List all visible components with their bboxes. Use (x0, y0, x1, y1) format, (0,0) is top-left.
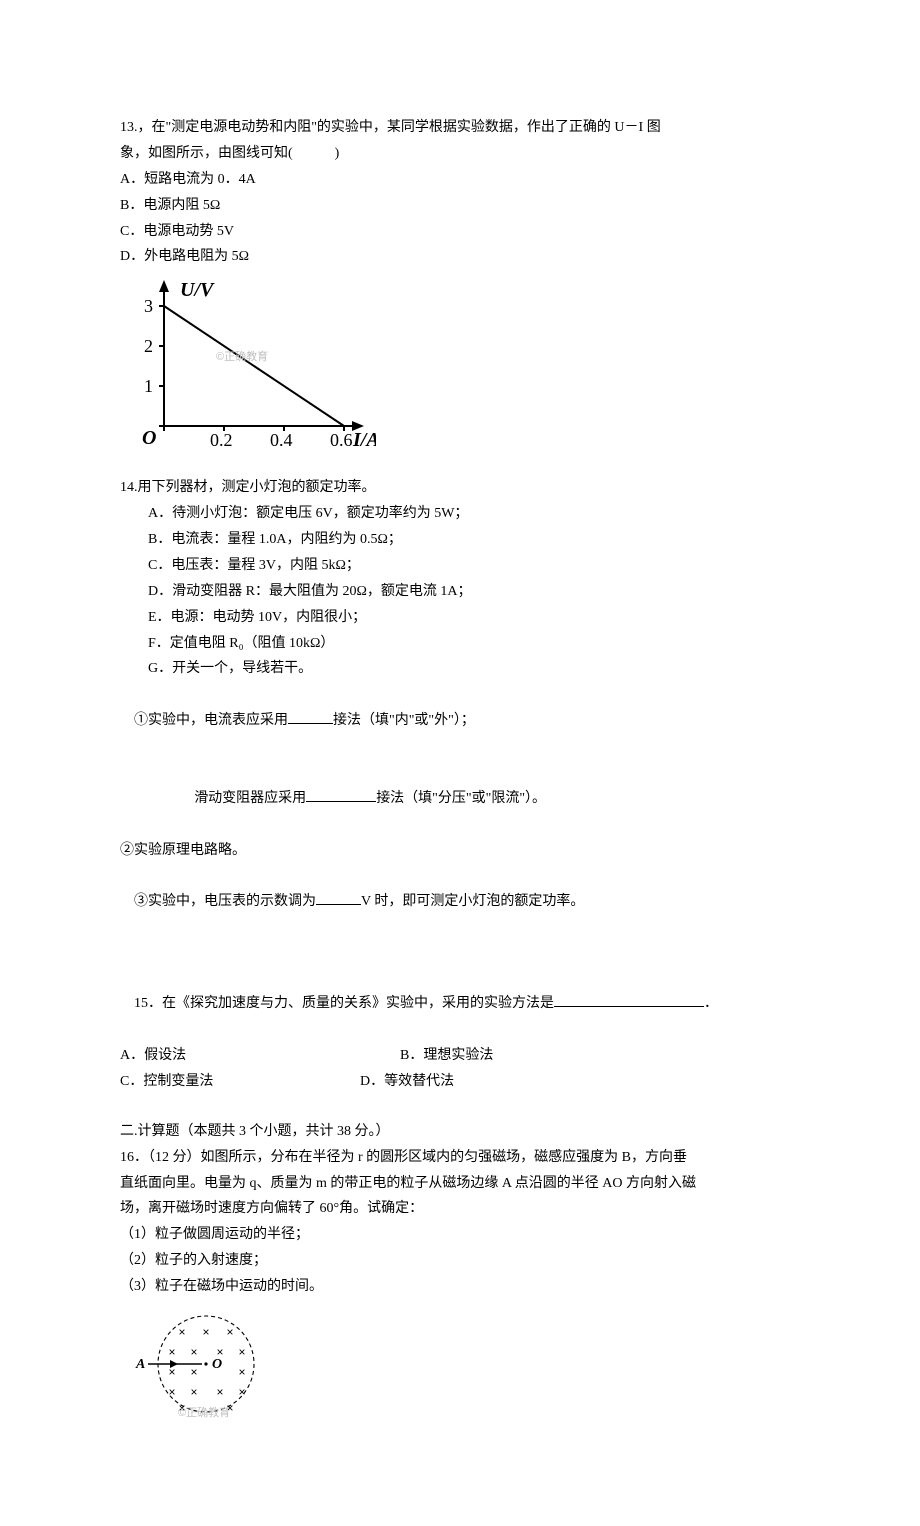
q16-watermark: ©正确教育 (178, 1405, 230, 1419)
q15-stem: 15．在《探究加速度与力、质量的关系》实验中，采用的实验方法是 ． (120, 965, 800, 1043)
q14-sub3-pre: ③实验中，电压表的示数调为 (134, 894, 316, 909)
q13-xtick-1: 0.2 (210, 430, 233, 450)
q14-itemG: G．开关一个，导线若干。 (120, 656, 800, 682)
question-15: 15．在《探究加速度与力、质量的关系》实验中，采用的实验方法是 ． A．假设法 B… (120, 965, 800, 1094)
q16-l1: 16．（12 分）如图所示，分布在半径为 r 的圆形区域内的匀强磁场，磁感应强度… (120, 1145, 800, 1171)
q14-sub1b-pre: 滑动变阻器应采用 (194, 791, 306, 806)
q14-sub1: ①实验中，电流表应采用 接法（填"内"或"外"）； (120, 682, 800, 760)
blank-input (306, 787, 376, 802)
q13-ylabel: U/V (180, 279, 215, 301)
q15-row2: C．控制变量法 D．等效替代法 (120, 1069, 800, 1095)
q13-ytick-3: 3 (144, 296, 153, 316)
q15-stem-pre: 15．在《探究加速度与力、质量的关系》实验中，采用的实验方法是 (134, 996, 554, 1011)
q13-optC: C．电源电动势 5V (120, 219, 800, 245)
q16-p3: （3）粒子在磁场中运动的时间。 (120, 1274, 800, 1300)
q14-itemE: E．电源：电动势 10V，内阻很小； (120, 605, 800, 631)
svg-text:×: × (190, 1345, 197, 1359)
svg-text:×: × (190, 1365, 197, 1379)
q14-itemB: B．电流表：量程 1.0A，内阻约为 0.5Ω； (120, 527, 800, 553)
svg-text:×: × (190, 1385, 197, 1399)
q13-origin: O (142, 427, 156, 449)
q15-optB: B．理想实验法 (400, 1043, 493, 1069)
svg-text:×: × (238, 1365, 245, 1379)
blank-input (316, 890, 361, 905)
blank-input (554, 992, 704, 1007)
q13-optD: D．外电路电阻为 5Ω (120, 244, 800, 270)
q13-stem-1: 13.，在"测定电源电动势和内阻"的实验中，某同学根据实验数据，作出了正确的 U… (120, 115, 800, 141)
q13-xtick-3: 0.6 (330, 430, 353, 450)
q13-optA: A．短路电流为 0．4A (120, 167, 800, 193)
q13-stem-2: 象，如图所示，由图线可知( ) (120, 141, 800, 167)
q14-itemC: C．电压表：量程 3V，内阻 5kΩ； (120, 553, 800, 579)
svg-text:×: × (168, 1345, 175, 1359)
q13-ytick-2: 2 (144, 336, 153, 356)
q13-xlabel: I/A (352, 429, 376, 451)
svg-text:×: × (238, 1345, 245, 1359)
q14-itemA: A．待测小灯泡：额定电压 6V，额定功率约为 5W； (120, 501, 800, 527)
q16-l2: 直纸面向里。电量为 q、质量为 m 的带正电的粒子从磁场边缘 A 点沿圆的半径 … (120, 1171, 800, 1197)
svg-text:×: × (168, 1365, 175, 1379)
q16-p2: （2）粒子的入射速度； (120, 1248, 800, 1274)
q14-sub3-suf: V 时，即可测定小灯泡的额定功率。 (361, 894, 584, 909)
svg-text:×: × (202, 1325, 209, 1339)
q15-optD: D．等效替代法 (360, 1069, 454, 1095)
question-13: 13.，在"测定电源电动势和内阻"的实验中，某同学根据实验数据，作出了正确的 U… (120, 115, 800, 461)
q16-labelO: O (212, 1357, 222, 1372)
q16-labelA: A (135, 1357, 145, 1372)
svg-text:×: × (238, 1385, 245, 1399)
q14-sub1b: 滑动变阻器应采用 接法（填"分压"或"限流"）。 (120, 760, 800, 838)
svg-text:×: × (226, 1325, 233, 1339)
q14-sub2: ②实验原理电路略。 (120, 838, 800, 864)
q14-sub1b-suf: 接法（填"分压"或"限流"）。 (376, 791, 546, 806)
blank-input (288, 709, 333, 724)
q15-optA: A．假设法 (120, 1043, 400, 1069)
question-14: 14.用下列器材，测定小灯泡的额定功率。 A．待测小灯泡：额定电压 6V，额定功… (120, 475, 800, 941)
q13-graph: U/V I/A 1 2 3 0.2 0.4 0.6 O ©正确教育 (126, 276, 800, 461)
q14-stem: 14.用下列器材，测定小灯泡的额定功率。 (120, 475, 800, 501)
q16-l3: 场，离开磁场时速度方向偏转了 60°角。试确定： (120, 1196, 800, 1222)
q15-optC: C．控制变量法 (120, 1069, 360, 1095)
section2-title: 二.计算题（本题共 3 个小题，共计 38 分。） (120, 1119, 800, 1145)
q14-sub1-pre: ①实验中，电流表应采用 (134, 713, 288, 728)
q16-p1: （1）粒子做圆周运动的半径； (120, 1222, 800, 1248)
q13-optB: B．电源内阻 5Ω (120, 193, 800, 219)
q14-itemD: D．滑动变阻器 R：最大阻值为 20Ω，额定电流 1A； (120, 579, 800, 605)
q13-ytick-1: 1 (144, 376, 153, 396)
q15-row1: A．假设法 B．理想实验法 (120, 1043, 800, 1069)
q14-sub1-suf: 接法（填"内"或"外"）； (333, 713, 475, 728)
q13-xtick-2: 0.4 (270, 430, 293, 450)
q14-itemF: F．定值电阻 R₀（阻值 10kΩ） (120, 631, 800, 657)
svg-text:×: × (168, 1385, 175, 1399)
q14-sub3: ③实验中，电压表的示数调为 V 时，即可测定小灯泡的额定功率。 (120, 864, 800, 942)
svg-text:×: × (178, 1325, 185, 1339)
q15-stem-suf: ． (704, 996, 718, 1011)
q13-watermark: ©正确教育 (216, 349, 268, 363)
svg-text:×: × (216, 1385, 223, 1399)
question-16: 16．（12 分）如图所示，分布在半径为 r 的圆形区域内的匀强磁场，磁感应强度… (120, 1145, 800, 1436)
q16-figure: ××× ×××× ××× ×××× ×× A O ©正确教育 (126, 1306, 800, 1436)
